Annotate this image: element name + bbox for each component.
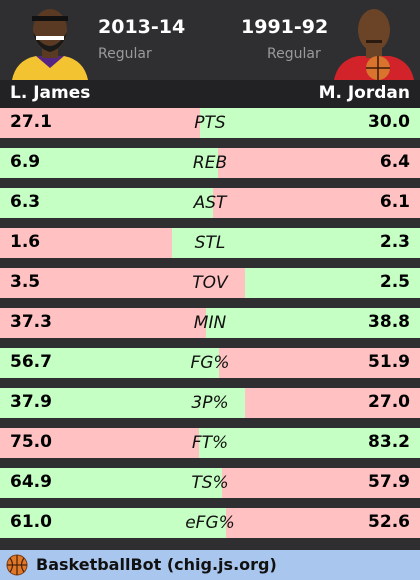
stat-row: 37.3 MIN 38.8 [0, 308, 420, 338]
left-stat-value: 6.3 [10, 192, 41, 212]
left-stat-value: 56.7 [10, 352, 52, 372]
right-stat-bar [219, 348, 420, 378]
stat-label: AST [193, 193, 227, 213]
left-stat-value: 3.5 [10, 272, 41, 292]
right-stat-value: 52.6 [368, 512, 410, 532]
stat-label: TOV [192, 273, 228, 293]
right-stat-bar [245, 268, 420, 298]
stat-label: STL [194, 233, 226, 253]
left-player-name: L. James [10, 83, 91, 103]
left-stat-bar [0, 108, 200, 138]
comparison-header: 2013-14 Regular 1991-92 Regular [0, 0, 420, 80]
basketball-icon [6, 554, 28, 576]
right-stat-value: 51.9 [368, 352, 410, 372]
stat-label: eFG% [185, 513, 235, 533]
stat-row: 64.9 TS% 57.9 [0, 468, 420, 498]
footer-text: BasketballBot (chig.js.org) [36, 555, 277, 574]
left-stat-bar [0, 428, 199, 458]
stat-row: 1.6 STL 2.3 [0, 228, 420, 258]
right-stat-bar [200, 108, 420, 138]
stat-label: FT% [191, 433, 229, 453]
left-stat-bar [0, 188, 213, 218]
left-stat-bar [0, 308, 206, 338]
left-stat-bar [0, 508, 226, 538]
stat-row: 3.5 TOV 2.5 [0, 268, 420, 298]
left-stat-value: 75.0 [10, 432, 52, 452]
left-stat-value: 37.9 [10, 392, 52, 412]
stat-label: MIN [193, 313, 227, 333]
left-season: 2013-14 [98, 16, 186, 38]
player-left-avatar [6, 2, 94, 80]
footer-bar: BasketballBot (chig.js.org) [0, 550, 420, 580]
right-season: 1991-92 [241, 16, 329, 38]
right-stat-bar [172, 228, 420, 258]
left-stat-bar [0, 468, 222, 498]
right-stat-bar [222, 468, 420, 498]
stat-label: FG% [190, 353, 230, 373]
right-season-type: Regular [267, 46, 321, 62]
right-stat-value: 6.4 [379, 152, 410, 172]
right-stat-value: 27.0 [368, 392, 410, 412]
left-stat-value: 61.0 [10, 512, 52, 532]
stat-label: PTS [194, 113, 226, 133]
left-stat-bar [0, 348, 219, 378]
stat-row: 6.3 AST 6.1 [0, 188, 420, 218]
right-stat-bar [218, 148, 420, 178]
stat-label: TS% [191, 473, 229, 493]
stat-row: 6.9 REB 6.4 [0, 148, 420, 178]
right-stat-bar [245, 388, 420, 418]
left-stat-bar [0, 148, 218, 178]
right-stat-value: 2.5 [379, 272, 410, 292]
left-stat-value: 1.6 [10, 232, 41, 252]
right-player-name: M. Jordan [318, 83, 410, 103]
player-right-avatar [330, 2, 418, 80]
stat-label: 3P% [191, 393, 229, 413]
right-stat-bar [206, 308, 420, 338]
left-stat-bar [0, 228, 172, 258]
right-stat-value: 57.9 [368, 472, 410, 492]
right-stat-value: 2.3 [379, 232, 410, 252]
player-names-bar: L. James M. Jordan [0, 80, 420, 108]
left-stat-value: 6.9 [10, 152, 41, 172]
stat-row: 27.1 PTS 30.0 [0, 108, 420, 138]
left-season-type: Regular [98, 46, 152, 62]
stat-row: 56.7 FG% 51.9 [0, 348, 420, 378]
right-stat-value: 30.0 [368, 112, 410, 132]
right-stat-bar [199, 428, 420, 458]
left-stat-value: 27.1 [10, 112, 52, 132]
right-stat-bar [213, 188, 420, 218]
right-stat-value: 6.1 [379, 192, 410, 212]
left-stat-value: 64.9 [10, 472, 52, 492]
stat-label: REB [192, 153, 228, 173]
right-stat-bar [226, 508, 420, 538]
right-stat-value: 38.8 [368, 312, 410, 332]
left-stat-bar [0, 268, 245, 298]
stat-row: 37.9 3P% 27.0 [0, 388, 420, 418]
left-stat-value: 37.3 [10, 312, 52, 332]
stat-row: 61.0 eFG% 52.6 [0, 508, 420, 538]
right-stat-value: 83.2 [368, 432, 410, 452]
left-stat-bar [0, 388, 245, 418]
stat-row: 75.0 FT% 83.2 [0, 428, 420, 458]
